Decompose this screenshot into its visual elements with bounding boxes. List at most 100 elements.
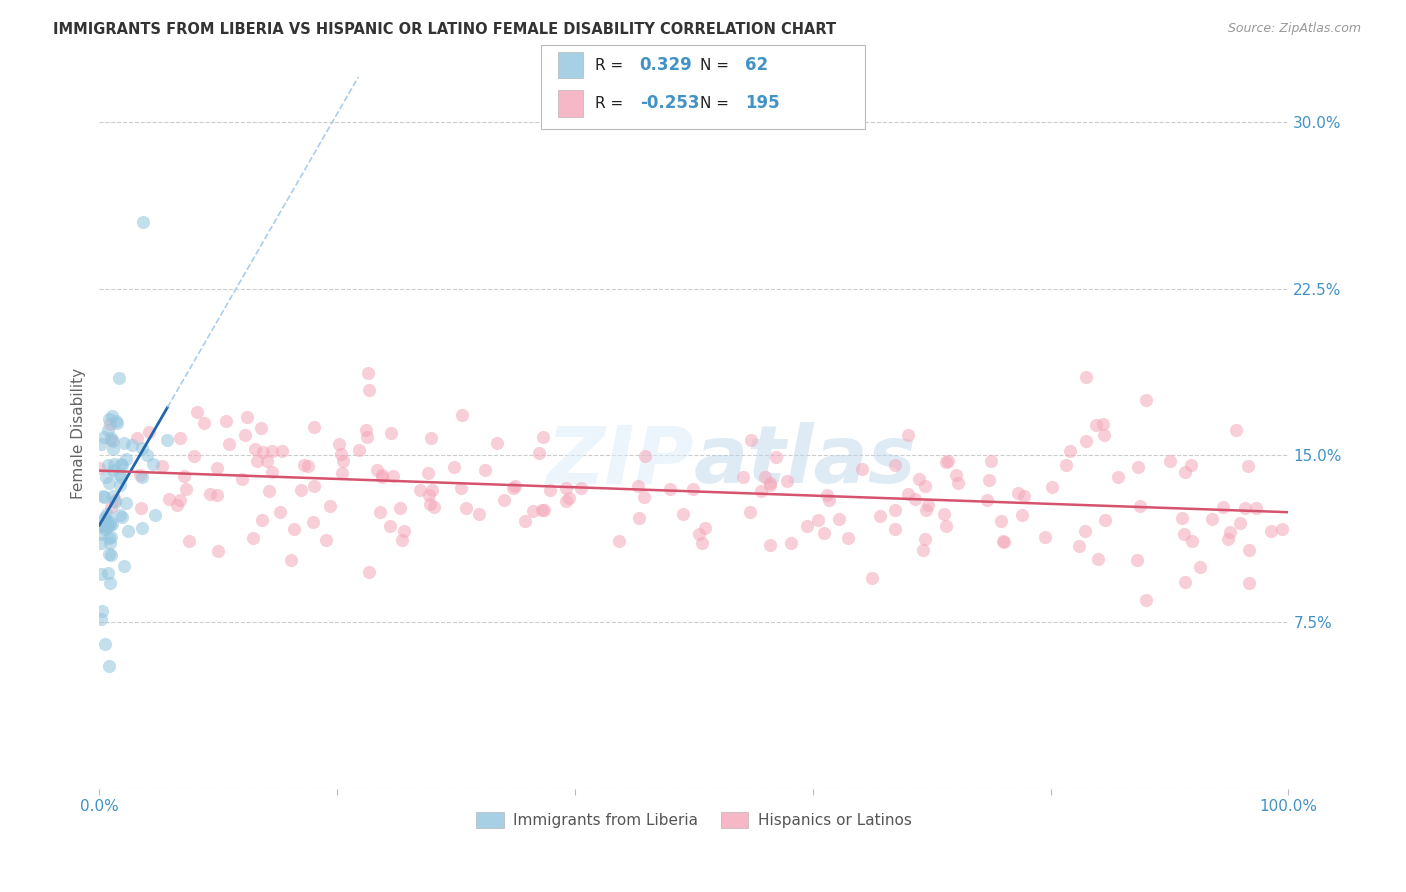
Y-axis label: Female Disability: Female Disability (72, 368, 86, 499)
Point (97, 659, 120, 673)
Point (505, 479, 527, 493)
Point (112, 559, 135, 574)
Point (420, 483, 443, 497)
Point (911, 543, 934, 558)
Point (1236, 458, 1258, 473)
Point (127, 431, 149, 445)
Point (280, 553, 302, 567)
Point (96, 507, 118, 521)
Text: N =: N = (700, 95, 734, 111)
Point (554, 481, 576, 495)
Text: 195: 195 (745, 95, 780, 112)
Point (450, 408, 472, 422)
Point (142, 457, 165, 471)
Point (1076, 370, 1098, 384)
Point (236, 410, 259, 425)
Point (252, 445, 274, 459)
Point (1074, 434, 1097, 449)
Point (96, 469, 118, 483)
Point (100, 548, 122, 562)
Point (108, 467, 131, 481)
Point (502, 481, 524, 495)
Point (869, 509, 891, 524)
Point (1173, 526, 1195, 541)
Point (1135, 592, 1157, 607)
Point (945, 467, 967, 482)
Point (569, 481, 592, 495)
Point (1126, 553, 1149, 567)
Point (110, 470, 132, 484)
Point (977, 473, 1000, 487)
Point (990, 514, 1012, 528)
Point (1159, 454, 1181, 468)
Point (98, 515, 121, 529)
Point (759, 475, 782, 490)
Point (1092, 417, 1115, 431)
Point (370, 505, 392, 519)
Point (101, 442, 124, 456)
Point (328, 436, 350, 450)
Point (94, 512, 117, 526)
Point (231, 472, 253, 486)
Point (94, 510, 117, 524)
Point (100, 529, 122, 543)
Point (1219, 524, 1241, 539)
Point (1012, 489, 1035, 503)
Point (104, 493, 127, 508)
Point (531, 503, 554, 517)
Point (114, 452, 136, 467)
Text: 0.329: 0.329 (640, 56, 693, 74)
Point (1174, 575, 1197, 590)
Point (540, 483, 562, 498)
Point (935, 518, 957, 533)
Point (97, 547, 120, 561)
Point (128, 467, 150, 482)
Point (529, 446, 551, 460)
Point (357, 366, 380, 380)
Point (1035, 530, 1057, 544)
Point (897, 486, 920, 500)
Point (108, 478, 131, 492)
Point (90, 519, 112, 533)
Point (90, 612, 112, 626)
Point (759, 537, 782, 551)
Point (98, 531, 121, 545)
Point (166, 498, 188, 512)
Point (1229, 516, 1251, 530)
Point (1260, 524, 1282, 539)
Point (259, 484, 281, 499)
Point (1180, 458, 1202, 472)
Point (93, 430, 115, 444)
Point (749, 484, 772, 499)
Point (207, 544, 229, 558)
Point (1108, 470, 1130, 484)
Point (688, 527, 710, 541)
Point (758, 477, 780, 491)
Point (111, 509, 134, 524)
Point (607, 534, 630, 549)
Point (1170, 511, 1192, 525)
Point (169, 493, 191, 508)
Point (828, 511, 851, 525)
Point (94, 637, 117, 651)
Point (205, 488, 228, 502)
Point (938, 454, 960, 468)
Point (884, 458, 907, 473)
Point (907, 472, 929, 486)
Point (357, 565, 380, 579)
Point (138, 425, 160, 439)
Point (1040, 480, 1063, 494)
Point (101, 463, 124, 477)
Point (627, 479, 650, 493)
Point (416, 466, 439, 480)
Point (98, 535, 121, 549)
Point (815, 488, 838, 502)
Point (104, 414, 127, 428)
Point (420, 431, 443, 445)
Point (454, 501, 477, 516)
Point (108, 508, 131, 523)
Point (1225, 423, 1247, 437)
Point (297, 459, 319, 474)
Point (93, 519, 115, 533)
Point (243, 442, 266, 456)
